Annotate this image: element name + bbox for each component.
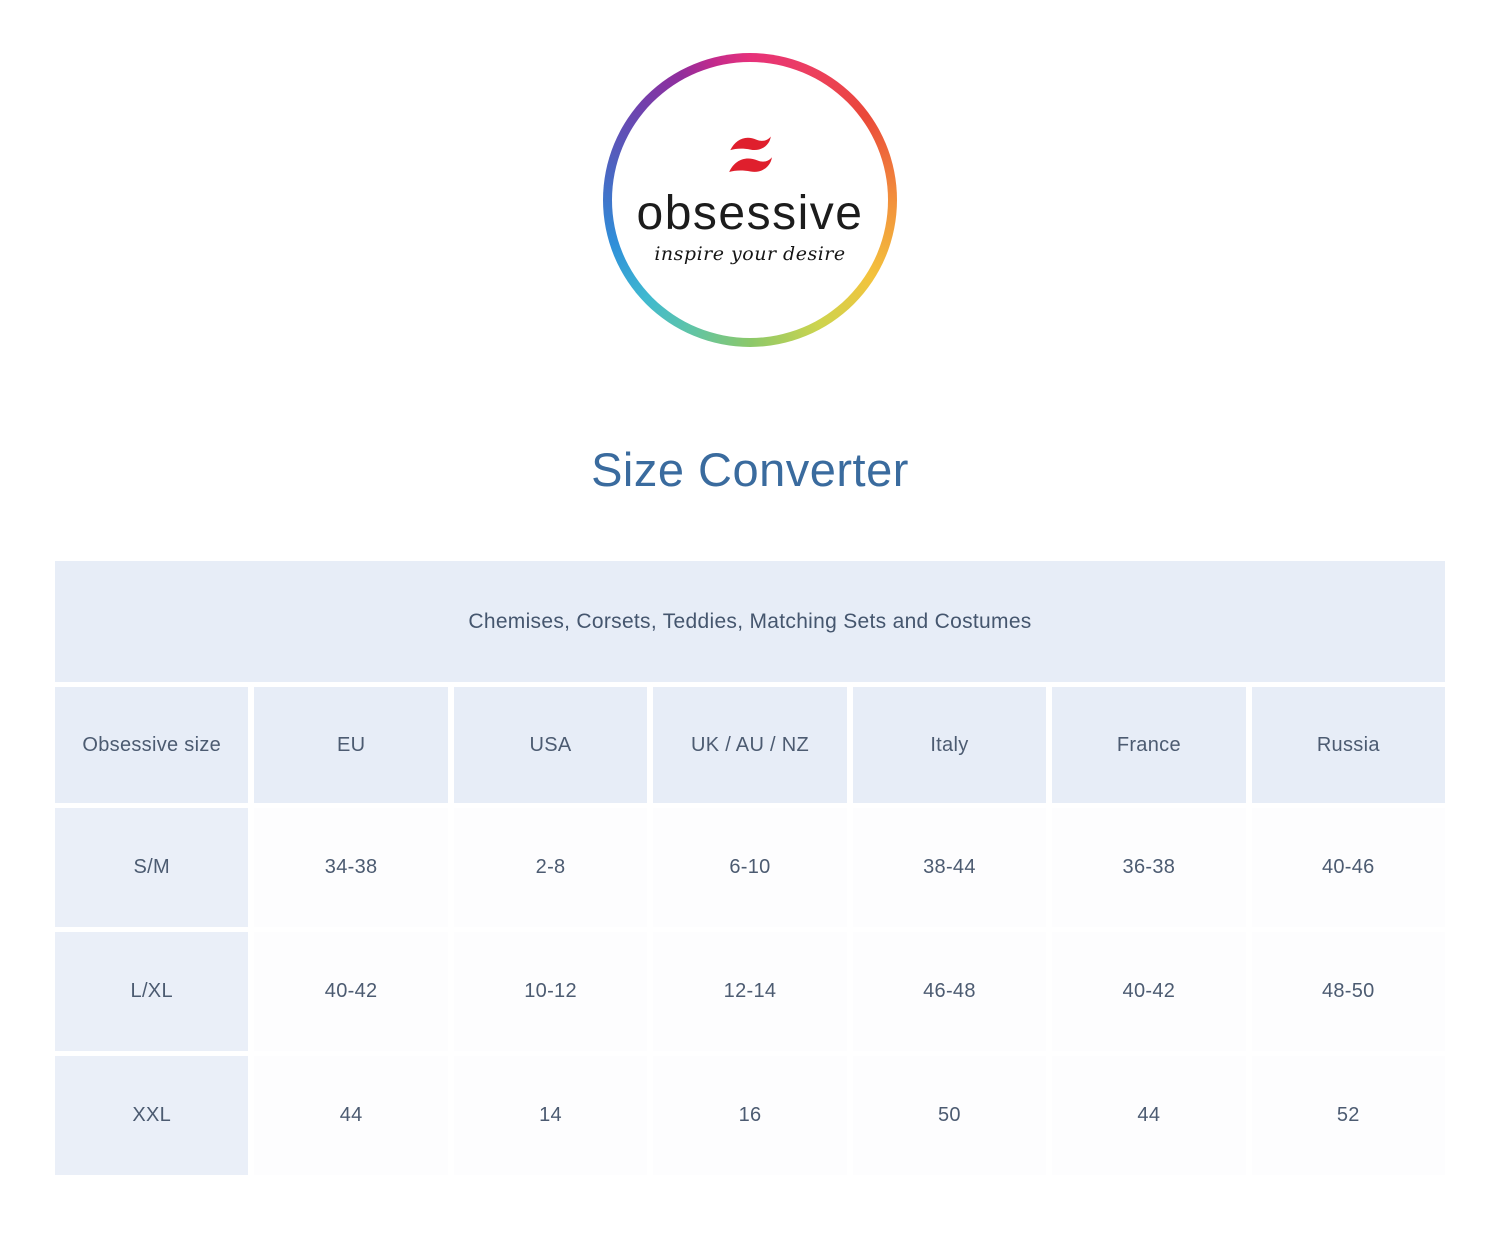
column-header-obsessive-size: Obsessive size (55, 687, 249, 803)
table-cell: 52 (1251, 1056, 1445, 1175)
table-cell: 12-14 (653, 932, 847, 1051)
table-cell: 2-8 (453, 808, 648, 927)
table-cell: 44 (1052, 1056, 1246, 1175)
table-grid: Obsessive size EU USA UK / AU / NZ Italy… (55, 687, 1445, 1175)
row-label-xxl: XXL (55, 1056, 249, 1175)
size-converter-table: Chemises, Corsets, Teddies, Matching Set… (55, 561, 1445, 1175)
brand-tagline: inspire your desire (654, 243, 846, 266)
table-group-header: Chemises, Corsets, Teddies, Matching Set… (55, 561, 1445, 682)
table-cell: 50 (852, 1056, 1047, 1175)
column-header-uk-au-nz: UK / AU / NZ (653, 687, 847, 803)
table-cell: 40-42 (1052, 932, 1246, 1051)
flame-icon (729, 136, 772, 172)
table-cell: 40-42 (254, 932, 448, 1051)
page-title: Size Converter (591, 443, 909, 496)
logo-inner-circle: obsessive inspire your desire (612, 62, 888, 338)
table-cell: 46-48 (852, 932, 1047, 1051)
logo-section: obsessive inspire your desire (0, 0, 1500, 347)
table-cell: 14 (453, 1056, 648, 1175)
column-header-usa: USA (453, 687, 648, 803)
table-cell: 38-44 (852, 808, 1047, 927)
column-header-france: France (1052, 687, 1246, 803)
table-cell: 34-38 (254, 808, 448, 927)
table-cell: 36-38 (1052, 808, 1246, 927)
table-cell: 10-12 (453, 932, 648, 1051)
column-header-eu: EU (254, 687, 448, 803)
column-header-italy: Italy (852, 687, 1047, 803)
row-label-lxl: L/XL (55, 932, 249, 1051)
row-label-sm: S/M (55, 808, 249, 927)
logo-rainbow-ring: obsessive inspire your desire (603, 53, 897, 347)
table-cell: 6-10 (653, 808, 847, 927)
brand-wordmark: obsessive (636, 186, 864, 240)
table-cell: 44 (254, 1056, 448, 1175)
column-header-russia: Russia (1251, 687, 1445, 803)
table-cell: 16 (653, 1056, 847, 1175)
table-cell: 40-46 (1251, 808, 1445, 927)
table-cell: 48-50 (1251, 932, 1445, 1051)
